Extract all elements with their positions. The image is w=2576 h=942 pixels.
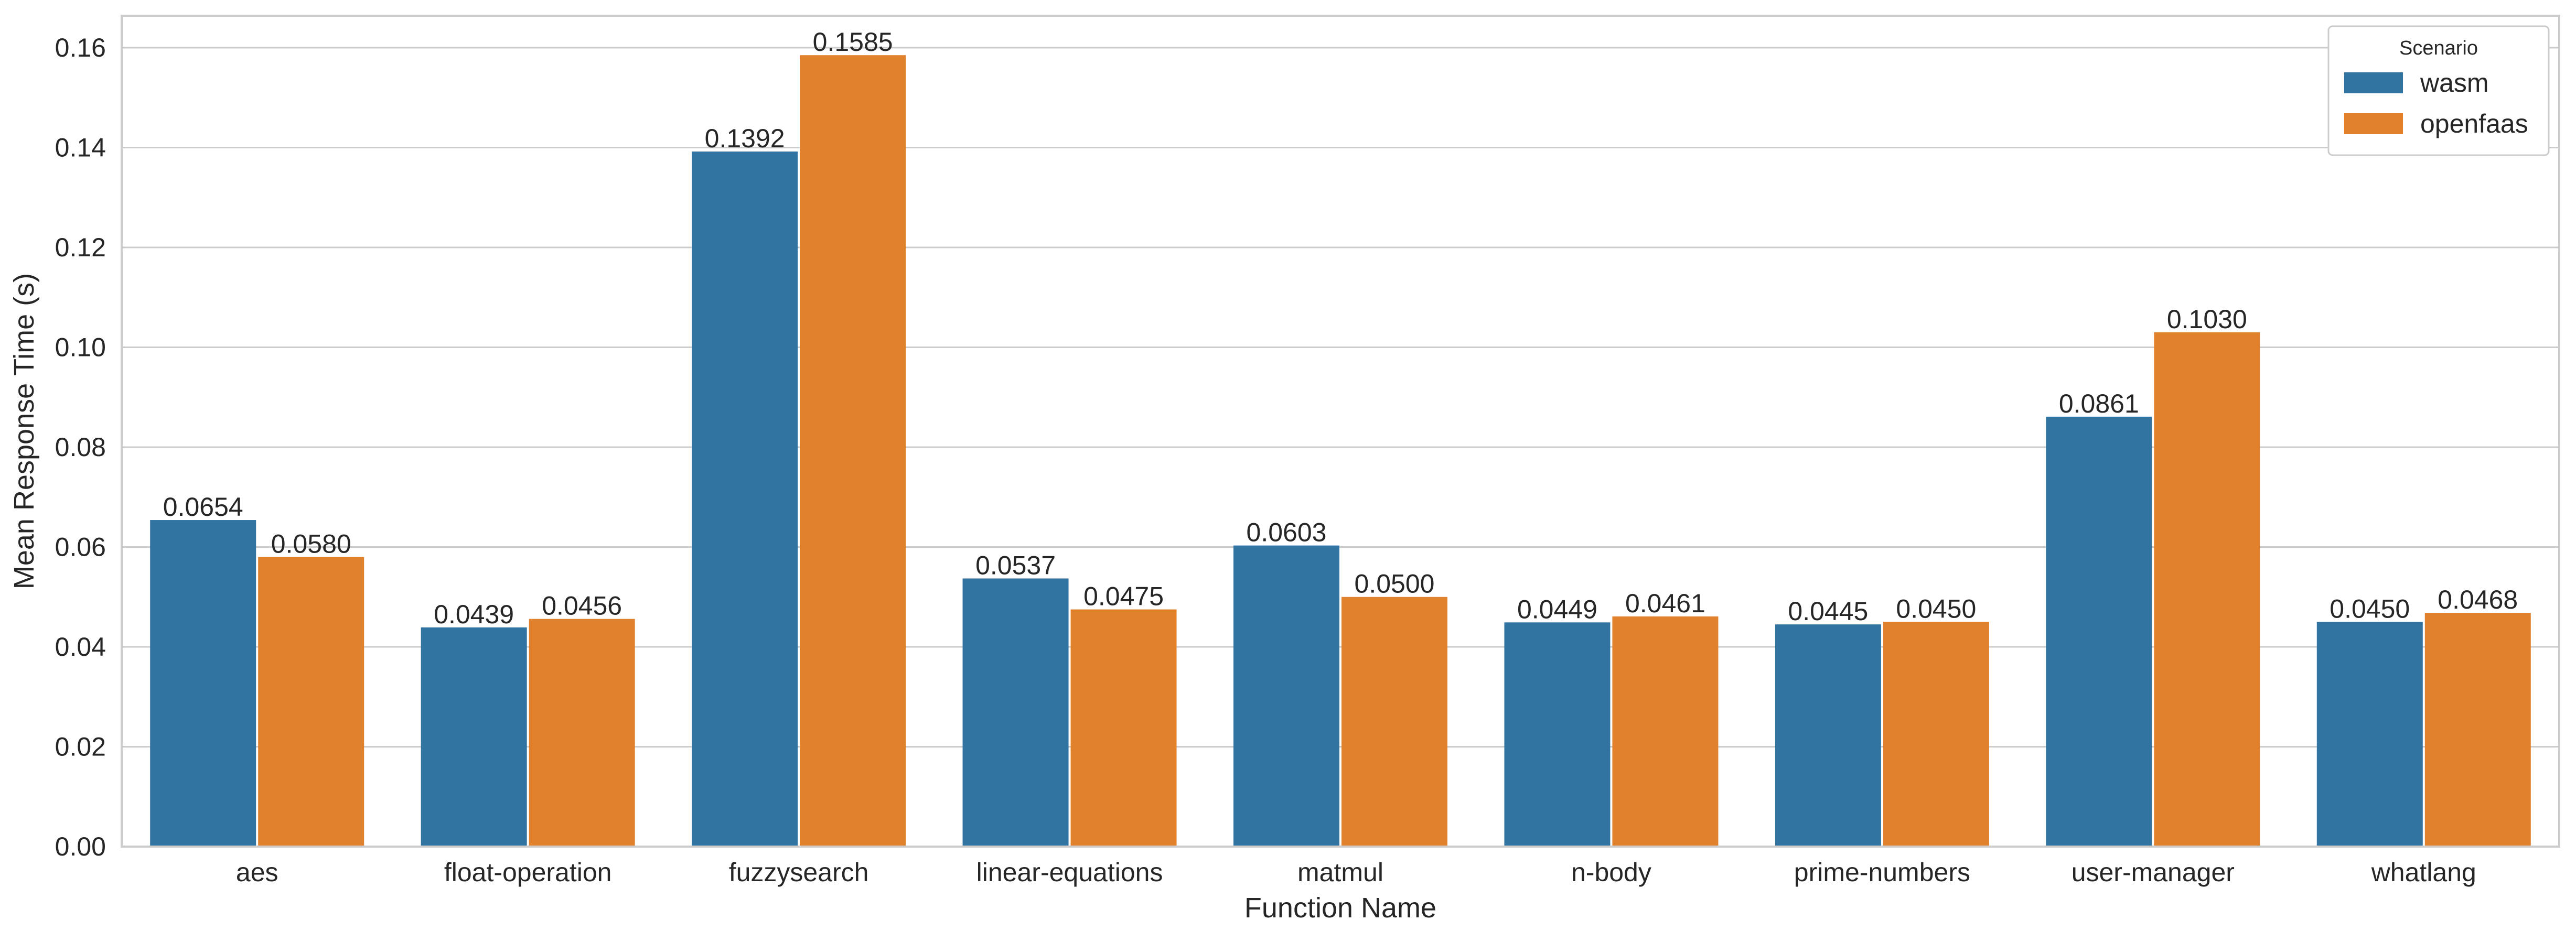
bar-wasm-prime-numbers [1775,624,1881,847]
bar-labels: 0.0654 0.0580 0.0439 0.0456 0.1392 0.1585 0.05… [163,27,2518,629]
bar-value-label: 0.0450 [1896,594,1976,623]
bar-value-label: 0.0537 [975,550,1056,580]
bar-value-label: 0.0439 [434,600,514,629]
x-tick-label: user-manager [2071,858,2235,887]
x-tick-label: prime-numbers [1794,858,1970,887]
bar-openfaas-fuzzysearch [800,55,906,847]
bar-openfaas-float-operation [529,619,635,847]
x-tick-label: fuzzysearch [729,858,869,887]
x-tick-label: whatlang [2371,858,2476,887]
plot-border [121,15,2560,848]
bar-value-label: 0.0603 [1247,518,1327,547]
bar-wasm-linear-equations [962,578,1069,847]
bar-value-label: 0.0456 [542,591,622,621]
bar-wasm-aes [150,520,256,847]
bar-wasm-float-operation [421,627,527,847]
y-tick-label: 0.02 [55,732,106,761]
bar-value-label: 0.0475 [1083,582,1164,611]
bar-openfaas-whatlang [2424,613,2531,847]
bar-value-label: 0.1030 [2167,305,2247,334]
bar-wasm-n-body [1504,622,1611,847]
x-axis-title: Function Name [1244,892,1436,924]
y-tick-label: 0.10 [55,332,106,362]
bar-openfaas-prime-numbers [1883,622,1989,847]
bars [150,55,2531,847]
legend-swatch-openfaas [2344,113,2403,134]
legend-title: Scenario [2399,37,2478,59]
y-axis-title: Mean Response Time (s) [8,273,40,589]
legend-swatch-wasm [2344,72,2403,93]
y-tick-label: 0.00 [55,832,106,861]
y-tick-label: 0.06 [55,532,106,561]
y-tick-label: 0.14 [55,133,106,162]
bar-wasm-fuzzysearch [692,151,798,847]
bar-openfaas-user-manager [2154,332,2260,847]
legend-label-wasm: wasm [2420,68,2489,98]
y-axis-ticks: 0.00 0.02 0.04 0.06 0.08 0.10 0.12 0.14 0.16 [55,33,106,861]
bar-openfaas-n-body [1612,616,1719,847]
bar-wasm-matmul [1233,545,1339,847]
bar-value-label: 0.0500 [1355,569,1435,599]
bar-value-label: 0.0468 [2438,585,2518,614]
bar-openfaas-matmul [1341,597,1447,847]
plot-frame [121,15,2560,848]
bar-value-label: 0.1392 [705,124,785,153]
bar-value-label: 0.0580 [271,529,351,559]
y-tick-label: 0.12 [55,233,106,262]
y-tick-label: 0.16 [55,33,106,62]
legend-label-openfaas: openfaas [2420,109,2528,138]
legend: Scenario wasm openfaas [2327,25,2550,156]
bar-value-label: 0.0861 [2059,389,2139,418]
bar-openfaas-aes [258,557,364,847]
x-tick-label: aes [236,858,278,887]
bar-value-label: 0.0461 [1625,589,1705,618]
bar-value-label: 0.0450 [2330,594,2410,623]
bar-value-label: 0.0654 [163,492,243,522]
bar-wasm-whatlang [2316,622,2423,847]
x-tick-label: n-body [1571,858,1651,887]
bar-value-label: 0.0449 [1517,594,1597,624]
x-tick-label: float-operation [444,858,612,887]
x-tick-label: matmul [1297,858,1383,887]
x-tick-label: linear-equations [976,858,1163,887]
bar-openfaas-linear-equations [1070,609,1177,847]
y-tick-label: 0.04 [55,632,106,662]
bar-value-label: 0.1585 [813,27,893,57]
y-tick-label: 0.08 [55,432,106,462]
bar-wasm-user-manager [2046,416,2152,847]
x-axis-ticks: aes float-operation fuzzysearch linear-equa… [236,858,2476,887]
bar-value-label: 0.0445 [1788,597,1868,626]
